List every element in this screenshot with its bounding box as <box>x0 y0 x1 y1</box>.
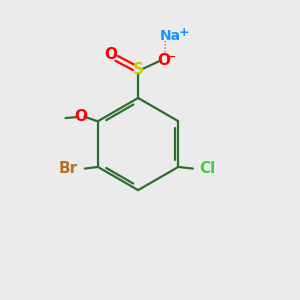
Text: Na: Na <box>160 28 182 43</box>
Text: Cl: Cl <box>199 161 215 176</box>
Text: O: O <box>104 47 117 62</box>
Text: +: + <box>178 26 189 38</box>
Text: O: O <box>157 53 170 68</box>
Text: Br: Br <box>59 161 78 176</box>
Text: −: − <box>167 52 176 62</box>
Text: S: S <box>133 62 144 77</box>
Text: O: O <box>74 109 87 124</box>
